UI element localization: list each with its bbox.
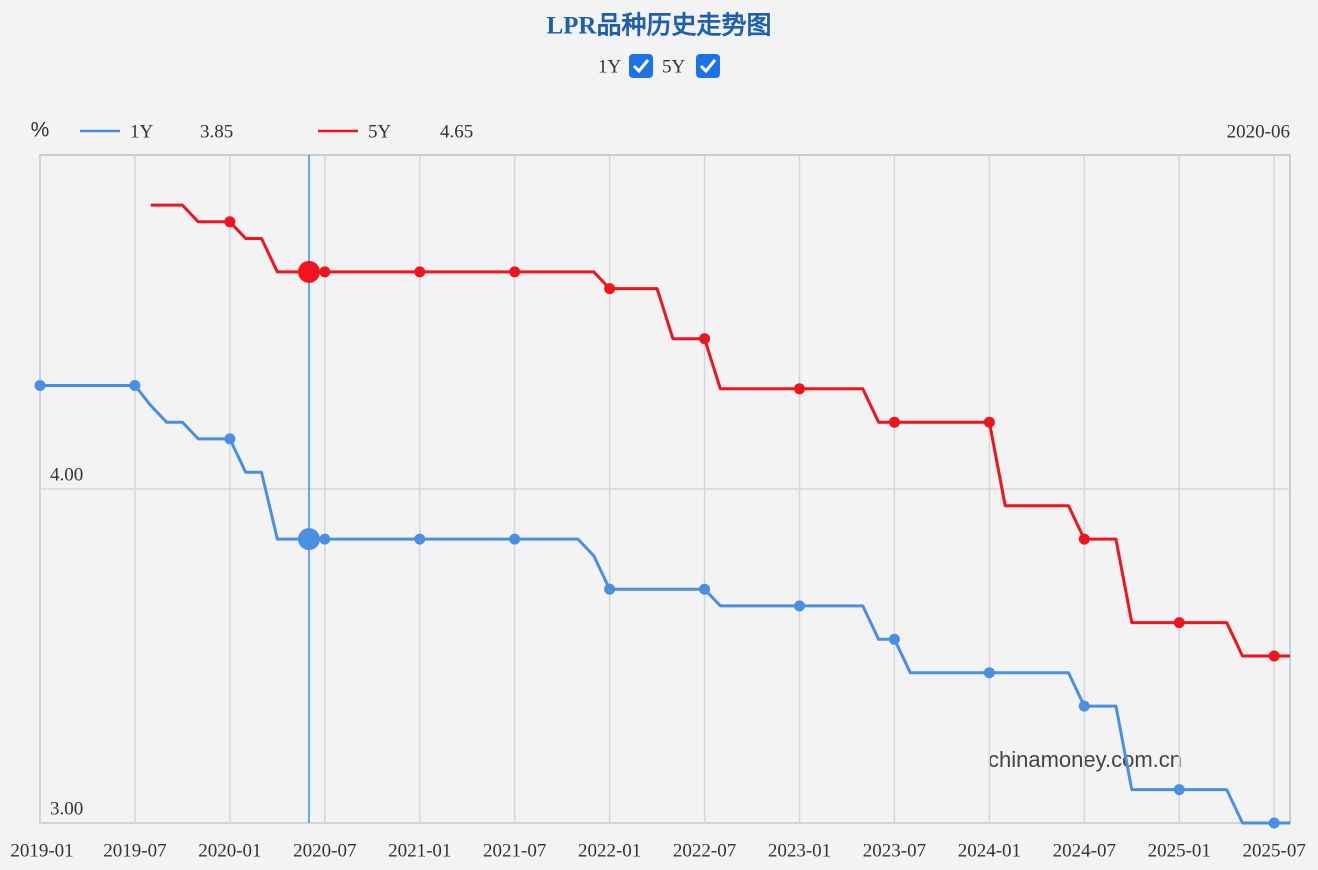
legend-value: 4.65 [440,121,473,142]
cursor-label: 2020-06 [1227,121,1290,142]
legend-label: 1Y [130,121,154,142]
point [1173,617,1185,629]
checkbox[interactable] [696,54,720,78]
x-tick-label: 2022-07 [673,840,736,861]
point [604,283,616,295]
cursor-point [297,260,320,283]
point [888,416,900,428]
x-tick-label: 2020-01 [198,840,261,861]
x-tick-label: 2019-01 [10,840,73,861]
point [129,379,141,391]
point [1268,650,1280,662]
point [793,383,805,395]
point [414,533,426,545]
legend-value: 3.85 [200,121,233,142]
point [224,433,236,445]
cursor-point [297,528,320,551]
checkmark [699,59,717,74]
series-line [40,383,1290,825]
point [319,266,331,278]
point [1268,817,1280,829]
point [1078,533,1090,545]
point [888,633,900,645]
point [699,333,711,345]
point [1173,784,1185,796]
x-tick-label: 2025-07 [1243,840,1306,861]
point [793,600,805,612]
x-tick-label: 2023-01 [768,840,831,861]
checkbox[interactable] [629,54,653,78]
x-tick-label: 2021-01 [388,840,451,861]
x-tick-label: 2022-01 [578,840,641,861]
series-line [150,203,1290,658]
point [509,533,521,545]
x-tick-label: 2025-01 [1148,840,1211,861]
point [983,667,995,679]
y-tick-label: 4.00 [50,464,83,485]
x-tick-label: 2023-07 [863,840,926,861]
chart-title: LPR品种历史走势图 [546,11,771,40]
legend-label: 5Y [368,121,392,142]
y-tick-label: 3.00 [50,798,83,819]
point [983,416,995,428]
checkmark [632,59,650,74]
x-tick-label: 2024-01 [958,840,1021,861]
x-tick-label: 2019-07 [103,840,166,861]
toggle-label: 1Y [598,56,622,77]
point [319,533,331,545]
point [1078,700,1090,712]
point [604,583,616,595]
unit-label: % [31,119,50,142]
point [34,379,46,391]
point [414,266,426,278]
point [509,266,521,278]
point [224,216,236,228]
x-tick-label: 2020-07 [293,840,356,861]
x-tick-label: 2021-07 [483,840,546,861]
toggle-label: 5Y [662,56,686,77]
x-tick-label: 2024-07 [1053,840,1116,861]
point [699,583,711,595]
